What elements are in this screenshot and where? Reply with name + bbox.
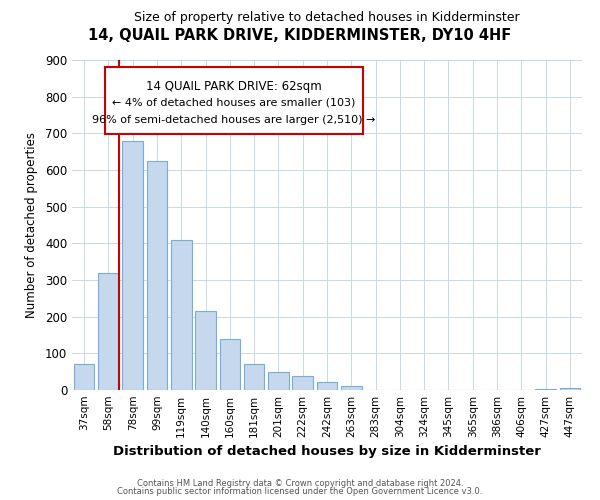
- Bar: [195, 311, 216, 390]
- Bar: [74, 364, 94, 390]
- Bar: [268, 372, 289, 390]
- Bar: [292, 376, 313, 390]
- Y-axis label: Number of detached properties: Number of detached properties: [25, 132, 38, 318]
- Bar: [122, 140, 143, 390]
- Bar: [146, 161, 167, 390]
- Bar: [244, 364, 265, 390]
- Title: Size of property relative to detached houses in Kidderminster: Size of property relative to detached ho…: [134, 11, 520, 24]
- Bar: [535, 389, 556, 390]
- Bar: [220, 338, 240, 390]
- Text: Contains HM Land Registry data © Crown copyright and database right 2024.: Contains HM Land Registry data © Crown c…: [137, 478, 463, 488]
- Text: 14, QUAIL PARK DRIVE, KIDDERMINSTER, DY10 4HF: 14, QUAIL PARK DRIVE, KIDDERMINSTER, DY1…: [88, 28, 512, 42]
- Text: ← 4% of detached houses are smaller (103): ← 4% of detached houses are smaller (103…: [112, 98, 356, 108]
- Bar: [560, 388, 580, 390]
- Bar: [341, 386, 362, 390]
- Text: Contains public sector information licensed under the Open Government Licence v3: Contains public sector information licen…: [118, 487, 482, 496]
- Bar: [171, 240, 191, 390]
- Bar: [98, 272, 119, 390]
- FancyBboxPatch shape: [105, 66, 363, 134]
- X-axis label: Distribution of detached houses by size in Kidderminster: Distribution of detached houses by size …: [113, 446, 541, 458]
- Text: 96% of semi-detached houses are larger (2,510) →: 96% of semi-detached houses are larger (…: [92, 116, 376, 126]
- Text: 14 QUAIL PARK DRIVE: 62sqm: 14 QUAIL PARK DRIVE: 62sqm: [146, 80, 322, 94]
- Bar: [317, 382, 337, 390]
